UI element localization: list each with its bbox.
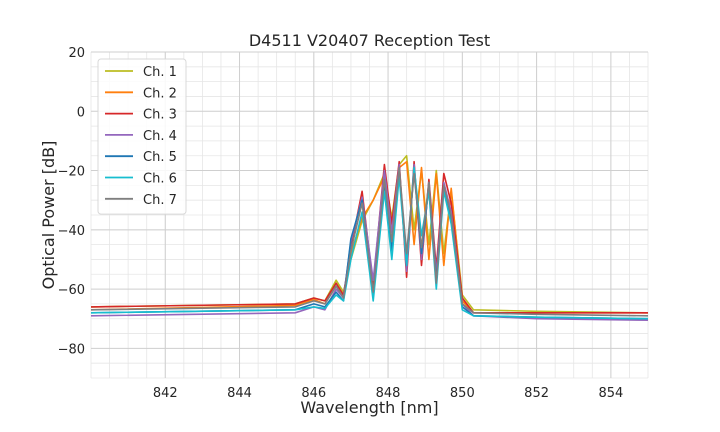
x-tick-label: 846 — [301, 386, 326, 401]
legend-label: Ch. 4 — [143, 129, 177, 144]
legend-label: Ch. 6 — [143, 172, 177, 187]
x-tick-label: 842 — [153, 386, 178, 401]
y-tick-label: 20 — [68, 46, 85, 61]
legend-label: Ch. 2 — [143, 86, 177, 101]
legend-label: Ch. 3 — [143, 108, 177, 123]
series-line-ch-3 — [90, 160, 648, 314]
x-tick-label: 850 — [450, 386, 475, 401]
chart-title: D4511 V20407 Reception Test — [249, 31, 490, 50]
x-axis-label: Wavelength [nm] — [300, 398, 438, 417]
legend: Ch. 1 Ch. 2 Ch. 3 Ch. 4 Ch. 5 Ch. 6 Ch. 7 — [97, 58, 187, 215]
legend-label: Ch. 5 — [143, 150, 177, 165]
y-tick-label: −40 — [58, 224, 85, 239]
legend-label: Ch. 1 — [143, 65, 177, 80]
y-tick-label: −80 — [58, 342, 85, 357]
y-tick-label: 0 — [77, 105, 85, 120]
y-tick-label: −20 — [58, 165, 85, 180]
legend-label: Ch. 7 — [143, 193, 177, 208]
x-tick-label: 854 — [598, 386, 623, 401]
x-tick-label: 848 — [376, 386, 401, 401]
legend-box — [97, 58, 187, 215]
y-axis-ticks: −80 −60 −40 −20 0 20 — [58, 46, 85, 357]
series-lines — [90, 154, 649, 321]
x-axis-ticks: 842 844 846 848 850 852 854 — [153, 386, 623, 401]
series-line-ch-7 — [90, 166, 649, 317]
y-tick-label: −60 — [58, 283, 85, 298]
x-tick-label: 852 — [524, 386, 549, 401]
y-axis-label: Optical Power [dB] — [39, 141, 58, 290]
x-tick-label: 844 — [227, 386, 252, 401]
